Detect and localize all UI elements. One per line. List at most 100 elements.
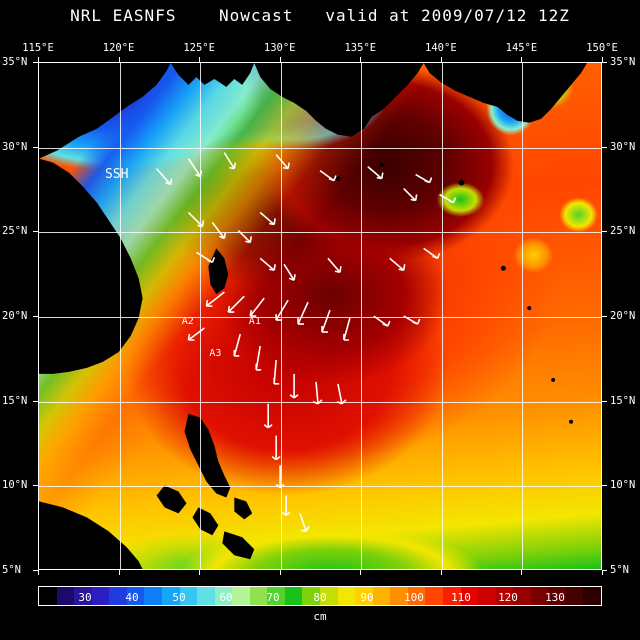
y-axis-label-right: 35°N	[610, 56, 636, 68]
colorbar-segment	[442, 587, 461, 605]
colorbar-segment	[513, 587, 531, 605]
tick-lon	[360, 57, 362, 62]
colorbar-tick-labels: 30 40 50 60 70 80 90 100 110 120 130	[38, 589, 602, 605]
colorbar-segment	[565, 587, 584, 605]
tick-lon	[118, 570, 120, 575]
gridline-lat	[39, 147, 601, 149]
colorbar-segment	[372, 587, 391, 605]
current-vector-layer	[155, 152, 457, 533]
y-axis-label-left: 10°N	[2, 479, 28, 492]
colorbar-tick-label: 100	[404, 591, 424, 604]
x-axis-label: 125°E	[183, 42, 215, 54]
x-axis-label: 145°E	[505, 42, 538, 54]
colorbar-segment	[478, 587, 496, 605]
colorbar-segment	[126, 587, 145, 605]
colorbar-segment	[583, 587, 601, 605]
tick-lon	[279, 57, 281, 62]
coastline-layer	[39, 63, 588, 569]
tick-lat	[602, 146, 607, 148]
gridline-lon	[119, 63, 121, 569]
colorbar-segment	[355, 587, 373, 605]
colorbar-segment	[407, 587, 426, 605]
tick-lon	[279, 570, 281, 575]
y-axis-label-right: 5°N	[610, 564, 629, 576]
colorbar-segment	[214, 587, 233, 605]
y-axis-label-right: 10°N	[610, 479, 636, 492]
x-axis-label: 120°E	[102, 42, 135, 54]
gridline-lat	[39, 317, 601, 318]
map-plot-area[interactable]: SSH A2 A1 A3	[38, 62, 602, 570]
colorbar-strip	[39, 587, 601, 605]
tick-lat	[602, 316, 607, 317]
y-axis-label-right: 15°N	[610, 394, 636, 407]
page-title: NRL EASNFS Nowcast valid at 2009/07/12 1…	[70, 6, 570, 25]
colorbar-segment	[39, 587, 57, 605]
y-axis-label-left: 35°N	[2, 56, 28, 68]
tick-lon	[602, 57, 603, 62]
colorbar-tick-label: 60	[219, 591, 233, 604]
colorbar-segment	[56, 587, 75, 605]
colorbar-segment	[197, 587, 215, 605]
gridline-lat	[39, 401, 601, 403]
colorbar-segment	[530, 587, 549, 605]
tick-lon	[118, 57, 120, 62]
colorbar-tick-label: 40	[125, 591, 139, 604]
colorbar-tick-label: 120	[498, 591, 518, 604]
tick-lon	[360, 570, 362, 575]
x-axis-label: 140°E	[425, 42, 457, 54]
tick-lon	[440, 57, 442, 62]
annotation-a1: A1	[248, 315, 261, 327]
colorbar-unit: cm	[313, 610, 327, 623]
colorbar-segment	[144, 587, 162, 605]
colorbar-tick-label: 50	[172, 591, 186, 604]
colorbar-segment	[232, 587, 250, 605]
gridline-lon	[361, 63, 363, 569]
tick-lon	[38, 570, 39, 575]
tick-lon	[602, 570, 603, 575]
y-axis-label-right: 25°N	[610, 225, 636, 238]
colorbar-segment	[249, 587, 268, 605]
tick-lat	[602, 231, 607, 233]
x-axis-label: 135°E	[344, 42, 377, 54]
tick-lat	[33, 146, 38, 148]
colorbar-segment	[267, 587, 285, 605]
gridline-lon	[280, 63, 282, 569]
tick-lat	[33, 570, 38, 571]
y-axis-label-left: 20°N	[2, 310, 28, 322]
y-axis-label-left: 5°N	[2, 564, 21, 576]
colorbar-segment	[302, 587, 320, 605]
annotation-a2: A2	[181, 315, 194, 327]
gridline-lat	[39, 232, 601, 234]
tick-lat	[602, 485, 607, 487]
y-axis-label-left: 25°N	[2, 225, 28, 238]
tick-lon	[521, 57, 523, 62]
x-axis-label: 150°E	[586, 42, 618, 54]
colorbar-tick-label: 90	[360, 591, 374, 604]
colorbar-tick-label: 80	[313, 591, 327, 604]
gridline-lon	[200, 63, 202, 569]
tick-lon	[521, 570, 523, 575]
colorbar-segment	[495, 587, 514, 605]
tick-lat	[33, 400, 38, 402]
colorbar-tick-label: 130	[545, 591, 565, 604]
ssh-overlay-label: SSH	[105, 167, 129, 182]
tick-lon	[199, 57, 201, 62]
colorbar-segment	[425, 587, 443, 605]
map-gridlines	[39, 63, 601, 569]
gridline-lon	[522, 63, 524, 569]
colorbar-segment	[91, 587, 110, 605]
map-canvas: SSH A2 A1 A3	[39, 63, 601, 569]
tick-lat	[33, 485, 38, 487]
x-axis-label: 115°E	[22, 42, 54, 54]
tick-lon	[199, 570, 201, 575]
tick-lat	[33, 231, 38, 233]
colorbar-segment	[284, 587, 303, 605]
y-axis-label-right: 30°N	[610, 140, 636, 153]
gridline-lon	[441, 63, 443, 569]
gridline-lat	[39, 486, 601, 488]
x-axis-label: 130°E	[263, 42, 296, 54]
tick-lon	[38, 57, 39, 62]
colorbar-segment	[109, 587, 127, 605]
y-axis-label-left: 30°N	[2, 140, 28, 153]
colorbar-segment	[548, 587, 566, 605]
